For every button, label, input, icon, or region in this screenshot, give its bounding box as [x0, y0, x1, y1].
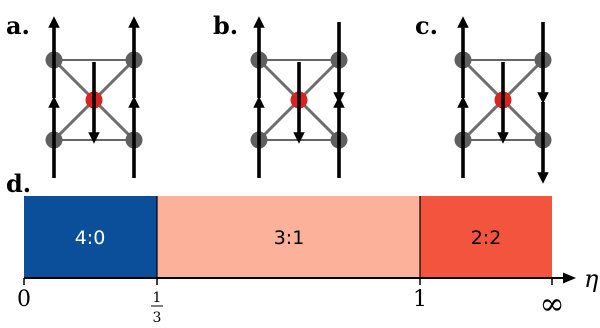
eta-axis-label: η — [584, 265, 599, 293]
fraction-numerator: 1 — [153, 290, 162, 306]
eta-axis-arrow — [563, 272, 576, 284]
panel-b-label: b. — [213, 11, 238, 40]
panel-d-label: d. — [6, 169, 31, 198]
region-4-0-label: 4:0 — [75, 227, 106, 249]
region-3-1-label: 3:1 — [274, 227, 305, 249]
tick-label-0: 0 — [17, 287, 31, 312]
fraction-denominator: 3 — [153, 310, 162, 326]
tick-label-1: 1 — [413, 287, 427, 312]
lattice-panel-b — [250, 16, 348, 178]
region-2-2 — [420, 196, 552, 278]
region-4-0 — [24, 196, 157, 278]
lattice-panel-a — [45, 16, 143, 178]
panel-c-label: c. — [415, 11, 438, 40]
phase-bar: 4:0 3:1 2:2 — [24, 196, 552, 278]
lattice-panel-c — [454, 16, 552, 184]
region-2-2-label: 2:2 — [471, 227, 502, 249]
region-3-1 — [157, 196, 420, 278]
tick-label-infinity: ∞ — [540, 287, 565, 322]
tick-label-one-third: 1 3 — [151, 290, 163, 326]
panel-a-label: a. — [6, 11, 30, 40]
